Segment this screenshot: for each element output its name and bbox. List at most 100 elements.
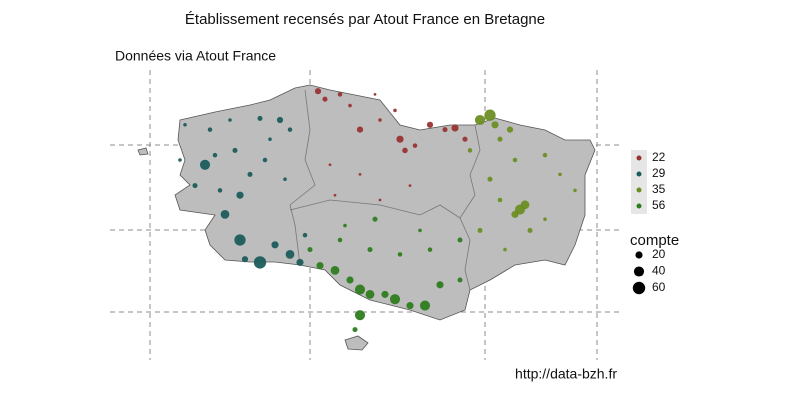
point bbox=[302, 232, 308, 238]
size-legend-dot bbox=[632, 281, 646, 295]
point bbox=[467, 148, 473, 153]
point bbox=[307, 247, 313, 253]
point bbox=[412, 143, 418, 148]
point bbox=[436, 281, 444, 289]
point bbox=[402, 147, 408, 154]
chart-title: Établissement recensés par Atout France … bbox=[185, 11, 545, 28]
point bbox=[314, 88, 322, 95]
point bbox=[199, 159, 211, 170]
source: http://data-bzh.fr bbox=[515, 366, 617, 382]
point bbox=[220, 210, 230, 219]
point bbox=[542, 152, 548, 158]
point bbox=[373, 93, 377, 96]
point bbox=[558, 172, 562, 177]
point bbox=[442, 127, 448, 133]
point bbox=[474, 114, 486, 126]
point bbox=[354, 310, 366, 321]
point bbox=[348, 103, 352, 108]
point bbox=[462, 136, 468, 142]
point bbox=[217, 188, 223, 193]
size-legend-dot bbox=[635, 251, 643, 259]
legend-swatch bbox=[636, 187, 642, 193]
size-legend-label: 40 bbox=[652, 264, 666, 278]
point bbox=[520, 200, 530, 210]
point bbox=[356, 126, 364, 133]
point bbox=[419, 300, 431, 311]
point bbox=[207, 127, 213, 132]
point bbox=[296, 258, 304, 266]
legend-swatch bbox=[636, 155, 642, 161]
size-legend-label: 60 bbox=[652, 280, 666, 294]
point bbox=[232, 147, 238, 153]
point bbox=[354, 284, 366, 295]
point bbox=[330, 266, 340, 275]
point bbox=[451, 124, 459, 132]
point bbox=[491, 121, 499, 129]
point bbox=[236, 191, 244, 199]
point bbox=[543, 217, 547, 221]
point bbox=[378, 198, 382, 202]
legend-swatch bbox=[636, 171, 642, 177]
point bbox=[406, 302, 414, 310]
point bbox=[487, 176, 493, 182]
point bbox=[381, 290, 389, 298]
point bbox=[343, 223, 347, 228]
point bbox=[352, 327, 358, 333]
size-legend-dot bbox=[633, 266, 645, 277]
point bbox=[337, 92, 343, 97]
point bbox=[418, 228, 422, 233]
point bbox=[512, 157, 518, 163]
point bbox=[484, 109, 496, 121]
point bbox=[257, 115, 263, 121]
point bbox=[427, 247, 433, 252]
point bbox=[234, 234, 246, 246]
point bbox=[283, 177, 287, 181]
map bbox=[137, 84, 596, 351]
point bbox=[527, 227, 533, 233]
point bbox=[497, 197, 503, 203]
legend-label: 29 bbox=[652, 166, 666, 180]
point bbox=[346, 276, 354, 284]
point bbox=[393, 108, 397, 113]
points bbox=[178, 88, 577, 333]
point bbox=[228, 118, 232, 122]
size-legend-title: compte bbox=[630, 232, 679, 249]
legend-swatch bbox=[636, 203, 642, 209]
point bbox=[212, 152, 218, 158]
point bbox=[241, 256, 249, 263]
point bbox=[333, 193, 337, 197]
point bbox=[457, 277, 463, 283]
point bbox=[396, 135, 404, 143]
point bbox=[408, 184, 412, 187]
legend-label: 22 bbox=[652, 150, 666, 164]
point bbox=[262, 157, 268, 163]
point bbox=[378, 118, 382, 122]
point bbox=[457, 237, 463, 243]
point bbox=[397, 252, 403, 257]
point bbox=[426, 121, 434, 128]
point bbox=[247, 171, 253, 177]
point bbox=[178, 158, 182, 162]
point bbox=[183, 123, 187, 127]
point bbox=[253, 256, 267, 269]
point bbox=[285, 250, 295, 259]
point bbox=[287, 127, 293, 132]
point bbox=[358, 173, 362, 176]
point bbox=[573, 188, 577, 193]
point bbox=[497, 136, 503, 142]
legend-label: 56 bbox=[652, 198, 666, 212]
point bbox=[271, 241, 279, 249]
point bbox=[328, 163, 332, 167]
point bbox=[503, 247, 507, 252]
point bbox=[511, 210, 519, 218]
point bbox=[477, 227, 483, 233]
point bbox=[322, 96, 328, 102]
point bbox=[337, 237, 343, 243]
point bbox=[316, 262, 324, 270]
size-legend-label: 20 bbox=[652, 247, 666, 261]
point bbox=[372, 216, 378, 222]
point bbox=[276, 116, 284, 124]
point bbox=[192, 183, 198, 189]
point bbox=[367, 247, 373, 253]
